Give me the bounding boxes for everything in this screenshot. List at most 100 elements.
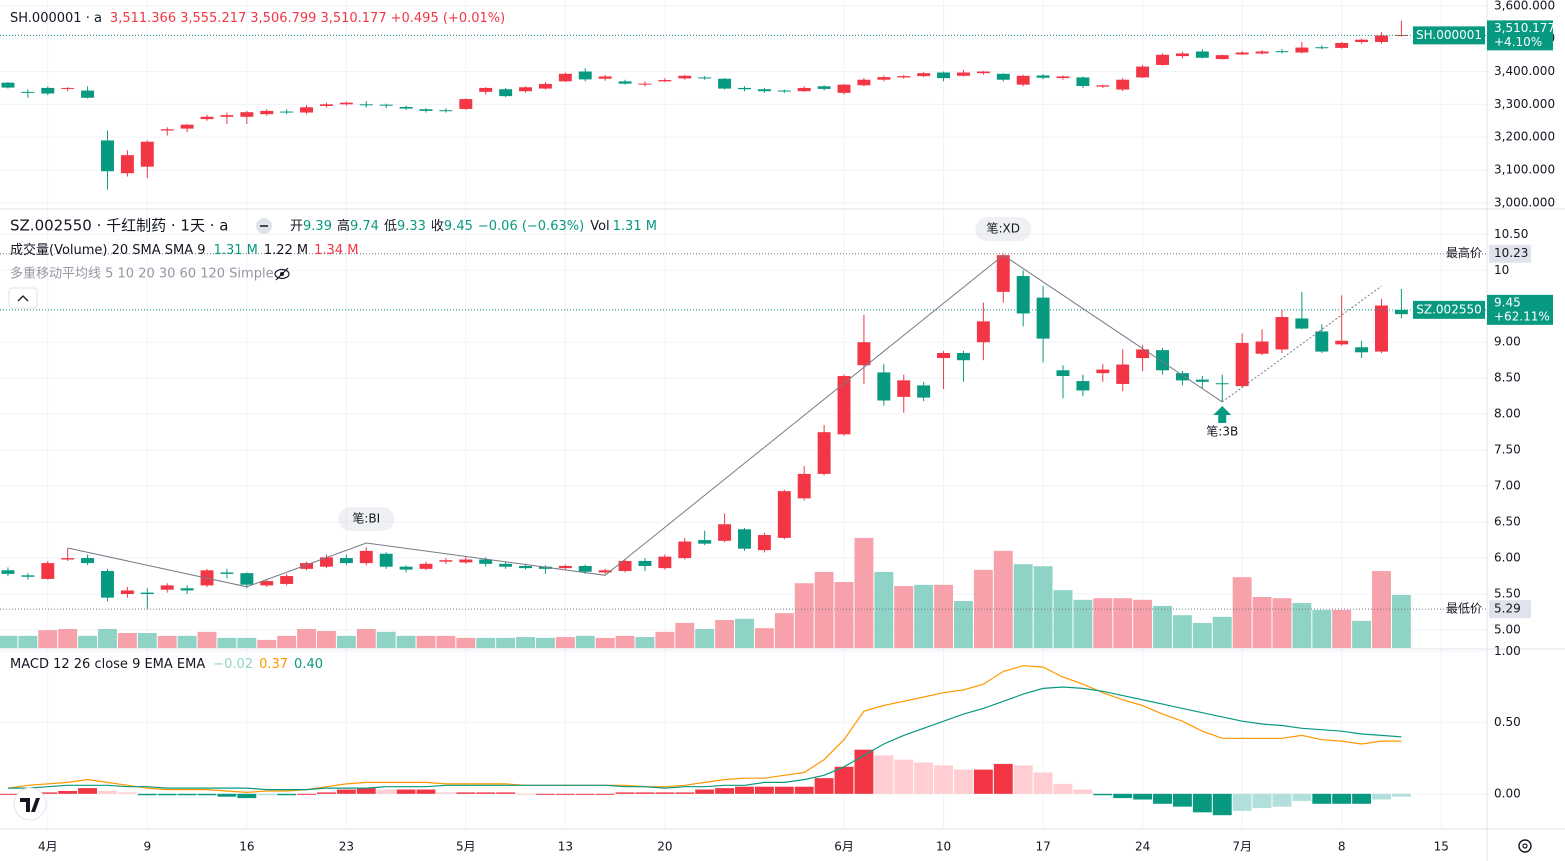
- macd-histogram-bar: [1053, 783, 1073, 794]
- macd-histogram-bar: [834, 766, 854, 794]
- label: 开: [290, 219, 303, 234]
- volume-bar: [1272, 598, 1292, 648]
- y-tick-label: 6.00: [1494, 551, 1521, 565]
- value: 3,510.177: [320, 11, 386, 26]
- volume-bar: [794, 583, 814, 648]
- candle-body: [897, 76, 911, 78]
- candle-body: [1, 570, 15, 574]
- settings-button[interactable]: [1518, 839, 1532, 853]
- candle-body: [817, 86, 831, 89]
- volume-bar: [98, 628, 117, 648]
- candle-body: [1275, 317, 1289, 350]
- macd-histogram-bar: [754, 786, 774, 794]
- candle-body: [1335, 340, 1349, 345]
- volume-bar: [1292, 603, 1312, 648]
- volume-bar: [1372, 571, 1391, 648]
- macd-histogram-bar: [555, 793, 575, 795]
- candle-body: [61, 558, 75, 560]
- candle-body: [439, 560, 453, 562]
- volume-bar: [954, 601, 973, 648]
- value: 1.22 M: [264, 243, 308, 258]
- candle-body: [379, 553, 393, 567]
- candle-body: [1335, 42, 1349, 48]
- candle-body: [140, 141, 154, 167]
- macd-histogram-bar: [1272, 793, 1292, 807]
- candle-body: [319, 557, 333, 567]
- macd-histogram-bar: [237, 793, 257, 799]
- macd-histogram-bar: [177, 793, 197, 796]
- candle-body: [1235, 52, 1249, 55]
- macd-histogram-bar: [695, 789, 715, 794]
- x-tick-label: 13: [558, 840, 573, 854]
- eye-off-icon[interactable]: [274, 267, 290, 281]
- y-tick-label: 0.00: [1494, 786, 1521, 800]
- macd-histogram-bar: [137, 793, 157, 796]
- pen-label: 笔:3B: [1206, 423, 1238, 438]
- candle-body: [160, 585, 174, 590]
- settings-icon: [1522, 843, 1528, 849]
- x-tick-label: 24: [1135, 840, 1150, 854]
- candle-body: [976, 321, 990, 343]
- value: 9.45: [444, 219, 473, 234]
- candle-body: [698, 540, 712, 544]
- macd-histogram-bar: [715, 788, 735, 794]
- extreme-label: 最高价: [1446, 245, 1482, 260]
- macd-histogram-bar: [814, 778, 834, 794]
- candle-body: [718, 78, 732, 89]
- value: 3,506.799: [250, 11, 316, 26]
- candle-body: [837, 376, 851, 435]
- volume-bar: [914, 584, 934, 648]
- candle-body: [1255, 51, 1269, 54]
- volume-bar: [535, 637, 555, 648]
- macd-histogram-bar: [1352, 793, 1372, 804]
- candle-body: [280, 576, 294, 584]
- value: 9.39: [303, 219, 332, 234]
- value: −0.02: [213, 657, 253, 672]
- macd-histogram-bar: [496, 792, 516, 794]
- volume-bar: [1133, 599, 1153, 648]
- macd-histogram-bar: [38, 792, 58, 794]
- x-tick-label: 4月: [38, 840, 58, 854]
- candle-body: [1175, 53, 1189, 57]
- volume-bar: [675, 622, 695, 648]
- macd-histogram-bar: [257, 793, 277, 796]
- collapse-button[interactable]: [8, 287, 38, 309]
- extreme-value: 5.29: [1494, 602, 1521, 616]
- candle-body: [956, 353, 970, 361]
- volume-bar: [1391, 594, 1411, 648]
- volume-bar: [416, 635, 436, 648]
- candle-body: [1076, 381, 1090, 391]
- value: 0.40: [294, 657, 323, 672]
- macd-histogram-bar: [58, 790, 78, 794]
- macd-histogram-bar: [297, 793, 317, 795]
- candle-body: [1295, 318, 1309, 329]
- candle-body: [1235, 342, 1249, 387]
- macd-histogram-bar: [516, 793, 535, 795]
- candle-body: [21, 575, 35, 577]
- candle-body: [200, 116, 214, 120]
- candle-body: [61, 87, 75, 89]
- macd-histogram-bar: [336, 789, 356, 794]
- candle-body: [220, 572, 234, 574]
- y-tick-label: 5.50: [1494, 587, 1521, 601]
- x-tick-label: 8: [1338, 840, 1346, 854]
- macd-histogram-bar: [1013, 765, 1033, 794]
- label: 低: [384, 219, 397, 234]
- macd-histogram-bar: [396, 789, 416, 794]
- candle-body: [180, 124, 194, 129]
- y-tick-label: 8.00: [1494, 407, 1521, 421]
- x-tick-label: 10: [936, 840, 951, 854]
- chevron: [17, 295, 29, 302]
- candle-body: [120, 590, 134, 595]
- macd-legend: MACD 12 26 close 9 EMA EMA −0.02 0.37 0.40: [10, 657, 323, 672]
- ma-legend: 多重移动平均线 5 10 20 30 60 120 Simple: [10, 266, 274, 282]
- value: 9.33: [397, 219, 426, 234]
- volume-bar: [1232, 577, 1252, 648]
- candle-body: [618, 81, 632, 84]
- macd-histogram-bar: [535, 793, 555, 795]
- candle-body: [658, 80, 672, 82]
- candle-body: [738, 87, 751, 90]
- x-tick-label: 20: [657, 840, 672, 854]
